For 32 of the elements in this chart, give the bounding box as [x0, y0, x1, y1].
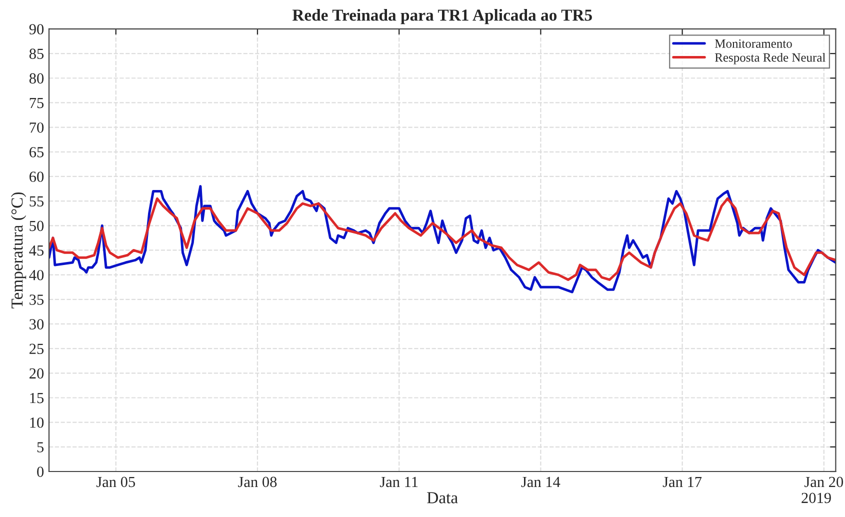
y-tick-label: 45: [29, 245, 44, 256]
chart-title: Rede Treinada para TR1 Aplicada ao TR5: [292, 9, 592, 24]
x-tick-label: Jan 08: [238, 476, 277, 488]
x-tick-label: Jan 11: [380, 476, 418, 488]
y-tick-label: 40: [29, 270, 44, 280]
y-tick-label: 75: [30, 98, 44, 108]
y-tick-label: 35: [30, 294, 44, 305]
text: 2019: [802, 492, 831, 504]
legend-label: Resposta Rede Neural: [714, 52, 826, 64]
y-tick-label: 50: [30, 220, 44, 232]
y-tick-label: 80: [29, 73, 44, 84]
x-tick-label: Jan 20: [804, 476, 844, 488]
y-tick-label: 65: [30, 147, 44, 158]
line-series: [49, 197, 836, 281]
y-tick-label: 0: [37, 466, 44, 477]
y-tick-label: 30: [30, 319, 44, 330]
y-tick-label: 15: [30, 392, 44, 404]
y-tick-label: 25: [30, 344, 44, 354]
y-tick-label: 85: [29, 48, 44, 59]
x-tick-label: Jan 05: [96, 476, 136, 488]
y-tick-label: 10: [30, 417, 44, 428]
y-axis-title: Temperatura (°C): [10, 192, 26, 308]
y-tick-label: 90: [29, 24, 44, 34]
y-tick-label: 5: [37, 442, 44, 452]
y-tick-label: 60: [30, 172, 44, 182]
x-tick-label: Jan 17: [662, 476, 702, 488]
y-tick-label: 55: [30, 196, 44, 207]
legend-label: Monitoramento: [714, 39, 792, 48]
x-tick-label: Jan 14: [521, 476, 560, 488]
y-tick-label: 70: [30, 122, 44, 133]
x-axis-title: Data: [427, 492, 458, 504]
y-tick-label: 20: [30, 368, 44, 379]
